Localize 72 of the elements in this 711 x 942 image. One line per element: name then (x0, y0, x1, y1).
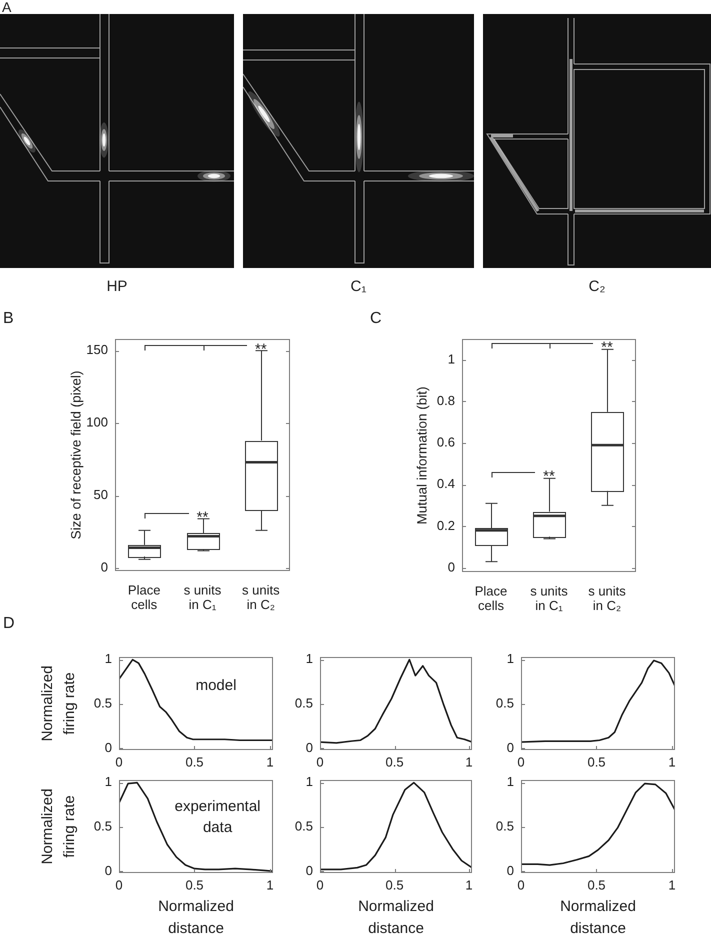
annotation: ** (601, 339, 613, 356)
x-tick-label: s units in C₁ (530, 584, 568, 614)
y-tick-label: 0.5 (496, 818, 514, 834)
y-tick-label: 0 (306, 740, 313, 755)
y-tick-label: 1 (506, 774, 514, 790)
y-tick-label: 1 (306, 651, 313, 666)
chart-title: B (3, 310, 14, 327)
x-tick-label: s units in C₁ (184, 582, 222, 612)
x-tick-label: 0 (517, 877, 525, 892)
y-tick-label: 0 (104, 862, 112, 878)
y-tick-label: 0.4 (436, 476, 455, 492)
y-tick-label: 0 (306, 862, 313, 878)
y-tick-label: 0.6 (436, 434, 455, 450)
text: C₂ (588, 278, 606, 295)
y-tick-label: 0.5 (294, 818, 313, 834)
x-tick-label: 0.5 (587, 877, 606, 892)
y-tick-label: 0.8 (436, 392, 455, 408)
y-tick-label: 0 (448, 559, 455, 574)
y-tick-label: 1 (506, 651, 514, 666)
x-axis-title: Normalized distance (560, 898, 636, 938)
x-tick-label: 0 (316, 877, 324, 892)
y-tick-label: 1 (104, 651, 112, 666)
chart-title: D (3, 615, 15, 632)
annotation: ** (196, 509, 208, 526)
y-tick-label: 0 (506, 740, 514, 755)
y-tick-label: 1 (306, 774, 313, 790)
annotation: model (196, 676, 236, 694)
x-tick-label: 0.5 (385, 877, 404, 892)
x-tick-label: 1 (465, 754, 473, 770)
y-axis-title: Normalized firing rate (39, 666, 78, 742)
annotation: ** (254, 341, 267, 358)
chart-title: C (370, 310, 382, 327)
x-axis-title: Normalized distance (158, 898, 234, 938)
x-tick-label: 0.5 (385, 754, 404, 770)
y-tick-label: 50 (94, 487, 108, 502)
text: HP (106, 278, 128, 295)
text: C₁ (350, 278, 366, 295)
y-tick-label: 1 (104, 774, 112, 790)
x-tick-label: 1 (668, 754, 676, 770)
x-tick-label: 0 (316, 754, 324, 770)
annotation: experimental data (174, 798, 261, 836)
x-tick-label: 1 (266, 877, 274, 892)
y-axis-title: Size of receptive field (pixel) (68, 370, 84, 540)
x-tick-label: 0 (517, 754, 525, 770)
text: A (2, 0, 12, 15)
x-tick-label: 0.5 (185, 754, 204, 770)
x-tick-label: 0.5 (185, 877, 204, 892)
y-tick-label: 1 (448, 351, 455, 366)
y-tick-label: 100 (86, 414, 108, 430)
x-tick-label: Place cells (128, 582, 160, 612)
x-tick-label: 1 (266, 754, 274, 770)
y-tick-label: 0 (100, 560, 108, 575)
y-tick-label: 0 (506, 862, 514, 878)
y-tick-label: 0.5 (496, 696, 514, 711)
y-tick-label: 0.2 (436, 518, 455, 533)
x-tick-label: s units in C₂ (242, 582, 280, 612)
y-tick-label: 150 (86, 342, 108, 358)
x-tick-label: s units in C₂ (588, 584, 626, 614)
y-axis-title: Mutual information (bit) (414, 386, 430, 525)
x-tick-label: 1 (668, 877, 676, 892)
y-axis-title: Normalized firing rate (39, 788, 78, 864)
x-tick-label: 0 (115, 754, 123, 770)
y-tick-label: 0.5 (94, 818, 112, 834)
y-tick-label: 0 (104, 740, 112, 755)
x-tick-label: 0 (115, 877, 123, 892)
x-tick-label: 1 (465, 877, 473, 892)
x-axis-title: Normalized distance (358, 898, 434, 938)
y-tick-label: 0.5 (94, 696, 112, 711)
x-tick-label: Place cells (474, 584, 508, 614)
annotation: ** (543, 468, 555, 485)
y-tick-label: 0.5 (294, 696, 313, 711)
x-tick-label: 0.5 (587, 754, 606, 770)
